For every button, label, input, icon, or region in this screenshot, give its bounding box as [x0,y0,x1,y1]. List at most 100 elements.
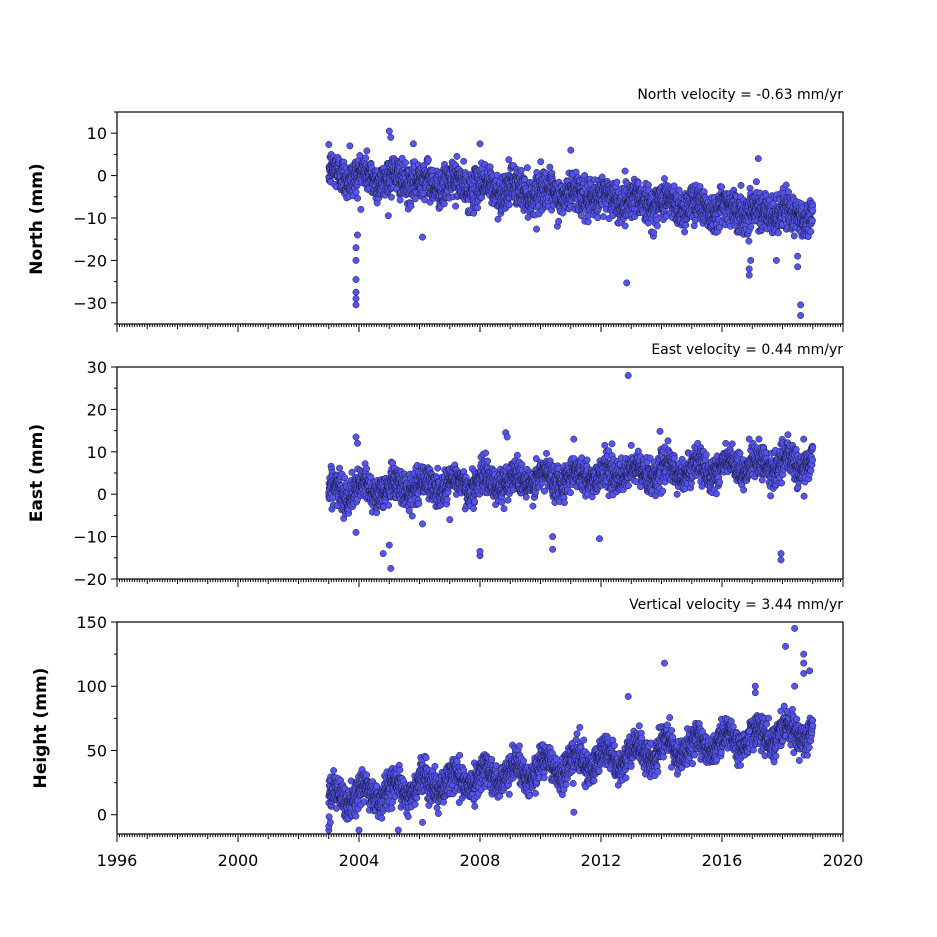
data-point [336,464,343,472]
y-tick-label: 10 [87,124,107,143]
data-point [471,498,479,506]
data-point [809,207,817,214]
data-point [474,204,482,212]
data-point [752,178,760,186]
data-point [408,512,416,520]
outlier-point [352,301,360,309]
y-tick-label: 0 [97,485,107,504]
outlier-point [409,140,417,148]
y-tick-label: 0 [97,167,107,186]
data-point [681,228,689,236]
y-tick-label: −10 [73,528,107,547]
outlier-point [747,256,755,264]
outlier-point [797,312,805,319]
data-point [661,175,668,183]
data-points [325,372,817,572]
data-point [529,502,537,510]
east-velocity-label: East velocity = 0.44 mm/yr [651,342,843,358]
data-point [543,449,550,457]
outlier-point [476,140,484,148]
y-tick-label: 30 [87,358,107,377]
data-point [500,505,508,513]
outlier-point [419,233,426,241]
data-point [599,213,607,221]
data-point [537,158,545,166]
outlier-point [745,265,753,273]
y-tick-label: −20 [73,251,107,270]
y-tick-label: −10 [73,209,107,228]
data-point [470,209,478,217]
data-point [505,156,513,164]
data-point [498,498,506,506]
outlier-point [346,142,354,150]
outlier-point [352,256,360,264]
data-point [505,201,513,209]
y-tick-label: 10 [87,443,107,462]
data-point [675,186,683,194]
outlier-point [352,295,360,303]
data-point [407,202,415,210]
data-point [517,166,525,174]
north-plot-area: 10 0 −10 −20 −30 [73,111,844,332]
data-point [807,228,815,236]
data-point [453,152,461,160]
data-point [653,216,661,224]
data-point [634,179,642,187]
data-point [546,163,554,171]
data-point [560,499,568,507]
data-point [650,229,658,237]
data-point [682,221,690,229]
data-point [790,232,798,240]
data-point [356,152,364,159]
data-point [352,188,360,196]
east-plot-area: 30 20 10 0 −10 −20 [73,358,844,589]
data-point [523,164,531,172]
data-point [411,195,419,203]
data-point [402,159,409,167]
east-y-axis-label: East (mm) [27,424,47,522]
east-panel: East velocity = 0.44 mm/yr East (mm) 30 2… [27,342,844,589]
data-point [718,183,726,191]
outlier-point [772,256,780,264]
data-point [357,205,365,213]
outlier-point [623,279,631,287]
data-point [584,218,592,226]
data-point [737,181,745,189]
data-point [354,194,362,202]
y-tick-label: −30 [73,294,107,313]
data-point [440,200,448,208]
outlier-point [354,231,361,239]
data-point [594,214,602,222]
data-point [745,237,753,245]
data-point [653,222,661,230]
north-panel: North velocity = -0.63 mm/yr North (mm) … [27,87,844,332]
data-point [482,449,490,457]
north-velocity-label: North velocity = -0.63 mm/yr [637,87,843,103]
data-point [362,154,370,162]
data-point [325,141,333,148]
data-point [504,496,512,504]
data-point [747,223,755,231]
data-point [460,157,468,165]
data-point [387,193,395,201]
data-point [452,202,460,210]
outlier-point [797,301,805,309]
y-tick-label: −20 [73,570,107,589]
north-y-axis-label: North (mm) [27,163,47,274]
data-point [484,457,492,465]
y-tick-label: 20 [87,400,107,419]
data-point [341,474,348,482]
data-point [522,493,530,501]
data-point [785,188,792,196]
data-point [415,500,423,508]
outlier-point [745,271,753,279]
data-point [533,225,540,233]
data-point [782,181,790,189]
outlier-point [794,252,802,260]
data-point [513,451,521,459]
data-point [384,212,392,220]
data-point [434,464,442,472]
data-point [396,196,404,204]
data-point [363,465,371,473]
